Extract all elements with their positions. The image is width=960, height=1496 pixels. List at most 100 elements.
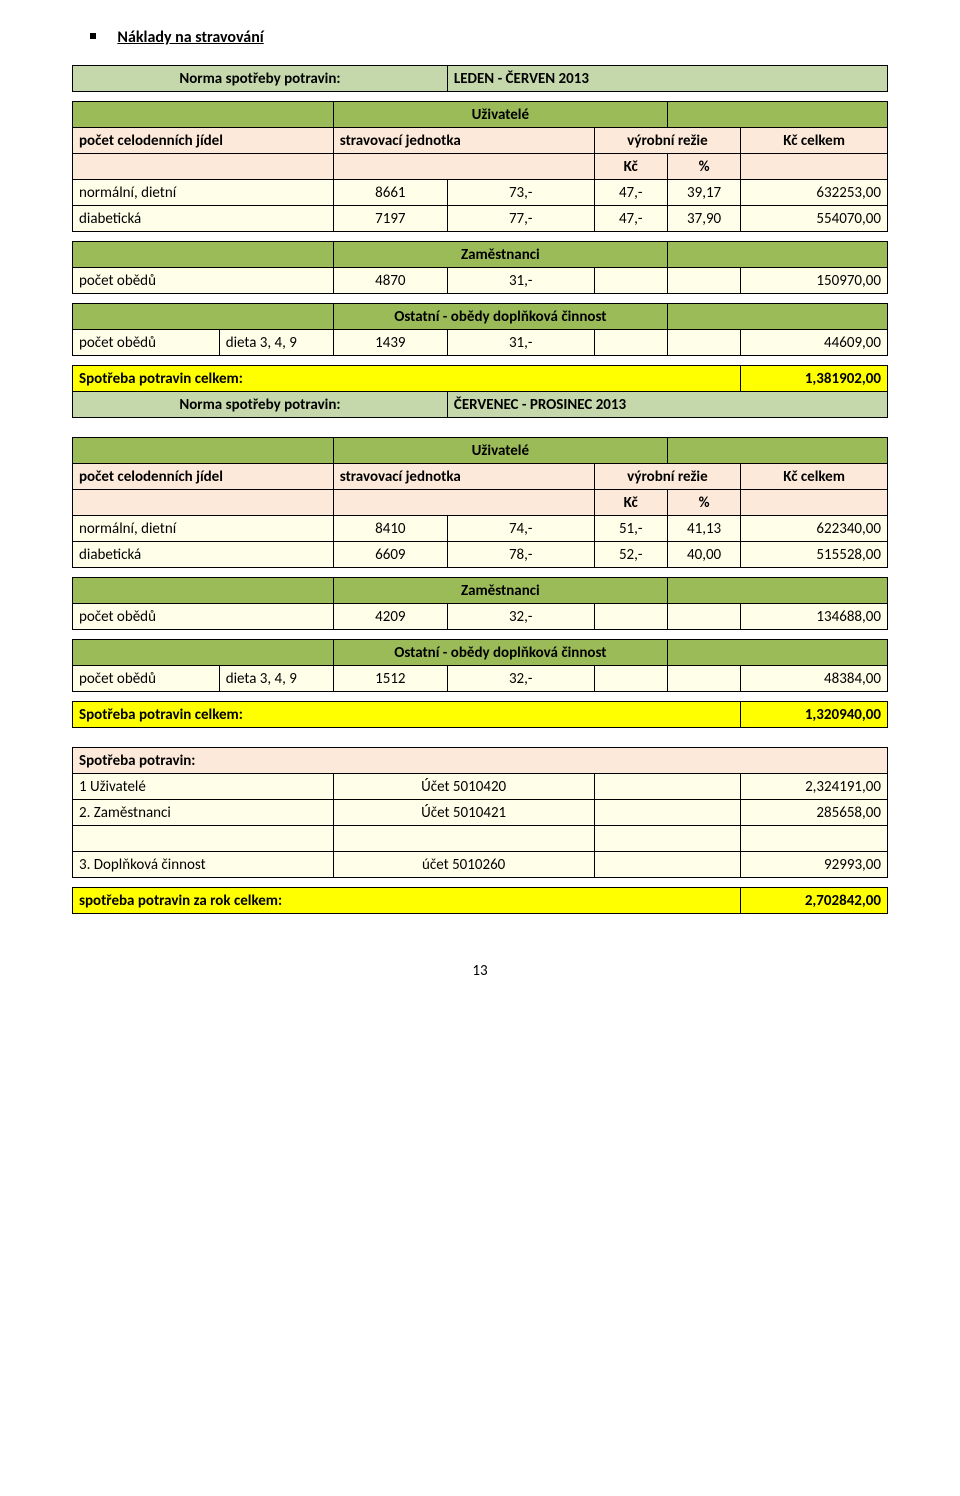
s2-zam-header: Zaměstnanci	[73, 578, 888, 604]
s2-ost-row: počet obědů dieta 3, 4, 9 1512 32,- 4838…	[73, 666, 888, 692]
main-table: Norma spotřeby potravin: LEDEN - ČERVEN …	[72, 65, 888, 914]
cell-pct: 40,00	[667, 542, 740, 568]
s2-col-kccelkem: Kč celkem	[741, 464, 888, 490]
s2-col-pct: %	[667, 490, 740, 516]
cell-label: počet obědů	[73, 330, 220, 356]
cell-label: počet obědů	[73, 268, 334, 294]
cell-pocet: 1512	[333, 666, 447, 692]
cell-pocet: 1439	[333, 330, 447, 356]
s2-uzivatele: Uživatelé	[333, 438, 667, 464]
s1-header-row1: počet celodenních jídel stravovací jedno…	[73, 128, 888, 154]
cell-celkem: 632253,00	[741, 180, 888, 206]
s1-period: LEDEN - ČERVEN 2013	[447, 66, 887, 92]
cell-kc: 47,-	[594, 180, 667, 206]
s1-uzivatele-row: Uživatelé	[73, 102, 888, 128]
s1-col-pocet: počet celodenních jídel	[73, 128, 334, 154]
s2-zam-row: počet obědů 4209 32,- 134688,00	[73, 604, 888, 630]
cell-acct: účet 5010260	[333, 852, 594, 878]
cell-pct: 41,13	[667, 516, 740, 542]
s1-spot-row: Spotřeba potravin celkem: 1,381902,00	[73, 366, 888, 392]
summary-total-row: spotřeba potravin za rok celkem: 2,70284…	[73, 888, 888, 914]
s2-uzivatele-row: Uživatelé	[73, 438, 888, 464]
s2-norma-row: Norma spotřeby potravin: ČERVENEC - PROS…	[73, 392, 888, 418]
s2-header-row1: počet celodenních jídel stravovací jedno…	[73, 464, 888, 490]
s2-col-pocet: počet celodenních jídel	[73, 464, 334, 490]
bullet-icon	[90, 33, 96, 39]
cell-pocet: 4209	[333, 604, 447, 630]
summary-label: Spotřeba potravin:	[73, 748, 888, 774]
s2-row-diab: diabetická 6609 78,- 52,- 40,00 515528,0…	[73, 542, 888, 568]
s2-zam: Zaměstnanci	[333, 578, 667, 604]
cell-label: 2. Zaměstnanci	[73, 800, 334, 826]
summary-row-1: 1 Uživatelé Účet 5010420 2,324191,00	[73, 774, 888, 800]
s2-spot-row: Spotřeba potravin celkem: 1,320940,00	[73, 702, 888, 728]
s1-header-row2: Kč %	[73, 154, 888, 180]
s2-ost: Ostatní - obědy doplňková činnost	[333, 640, 667, 666]
cell-pocet: 6609	[333, 542, 447, 568]
page-number: 13	[72, 962, 888, 980]
cell-label: normální, dietní	[73, 180, 334, 206]
s1-norma-label: Norma spotřeby potravin:	[73, 66, 448, 92]
cell-celkem: 554070,00	[741, 206, 888, 232]
cell-label: 1 Uživatelé	[73, 774, 334, 800]
s1-uzivatele: Uživatelé	[333, 102, 667, 128]
cell-strav: 78,-	[447, 542, 594, 568]
cell-strav: 31,-	[447, 268, 594, 294]
s2-ost-header: Ostatní - obědy doplňková činnost	[73, 640, 888, 666]
cell-label: diabetická	[73, 542, 334, 568]
s2-spot-label: Spotřeba potravin celkem:	[73, 702, 741, 728]
s1-zam-header: Zaměstnanci	[73, 242, 888, 268]
title-text: Náklady na stravování	[117, 28, 263, 47]
cell-pct: 37,90	[667, 206, 740, 232]
cell-dieta: dieta 3, 4, 9	[219, 330, 333, 356]
cell-pocet: 7197	[333, 206, 447, 232]
s1-norma-row: Norma spotřeby potravin: LEDEN - ČERVEN …	[73, 66, 888, 92]
s2-spot-val: 1,320940,00	[741, 702, 888, 728]
s1-col-kccelkem: Kč celkem	[741, 128, 888, 154]
s1-zam: Zaměstnanci	[333, 242, 667, 268]
cell-strav: 32,-	[447, 604, 594, 630]
cell-acct: Účet 5010420	[333, 774, 594, 800]
cell-label: počet obědů	[73, 666, 220, 692]
cell-strav: 77,-	[447, 206, 594, 232]
cell-celkem: 150970,00	[741, 268, 888, 294]
s1-col-kc: Kč	[594, 154, 667, 180]
cell-label: 3. Doplňková činnost	[73, 852, 334, 878]
summary-total-val: 2,702842,00	[741, 888, 888, 914]
cell-pocet: 8410	[333, 516, 447, 542]
s2-norma-label: Norma spotřeby potravin:	[73, 392, 448, 418]
s1-ost-header: Ostatní - obědy doplňková činnost	[73, 304, 888, 330]
s2-period: ČERVENEC - PROSINEC 2013	[447, 392, 887, 418]
s1-zam-row: počet obědů 4870 31,- 150970,00	[73, 268, 888, 294]
document-page: Náklady na stravování Norma spotřeby pot…	[0, 0, 960, 1020]
summary-header: Spotřeba potravin:	[73, 748, 888, 774]
cell-label: normální, dietní	[73, 516, 334, 542]
s2-row-normal: normální, dietní 8410 74,- 51,- 41,13 62…	[73, 516, 888, 542]
s2-col-vyrobni: výrobní režie	[594, 464, 741, 490]
summary-row-2: 2. Zaměstnanci Účet 5010421 285658,00	[73, 800, 888, 826]
cell-celkem: 515528,00	[741, 542, 888, 568]
s1-col-strav: stravovací jednotka	[333, 128, 594, 154]
cell-celkem: 48384,00	[741, 666, 888, 692]
summary-total-label: spotřeba potravin za rok celkem:	[73, 888, 741, 914]
s1-spot-val: 1,381902,00	[741, 366, 888, 392]
cell-strav: 31,-	[447, 330, 594, 356]
cell-value: 92993,00	[741, 852, 888, 878]
s1-col-pct: %	[667, 154, 740, 180]
cell-strav: 74,-	[447, 516, 594, 542]
summary-row-blank	[73, 826, 888, 852]
cell-acct: Účet 5010421	[333, 800, 594, 826]
cell-value: 285658,00	[741, 800, 888, 826]
cell-kc: 51,-	[594, 516, 667, 542]
s2-header-row2: Kč %	[73, 490, 888, 516]
cell-kc: 52,-	[594, 542, 667, 568]
page-title: Náklady na stravování	[90, 28, 888, 47]
cell-celkem: 44609,00	[741, 330, 888, 356]
s1-ost-row: počet obědů dieta 3, 4, 9 1439 31,- 4460…	[73, 330, 888, 356]
cell-pocet: 8661	[333, 180, 447, 206]
cell-celkem: 134688,00	[741, 604, 888, 630]
s1-row-diab: diabetická 7197 77,- 47,- 37,90 554070,0…	[73, 206, 888, 232]
summary-row-ext: 3. Doplňková činnost účet 5010260 92993,…	[73, 852, 888, 878]
s2-col-kc: Kč	[594, 490, 667, 516]
cell-strav: 73,-	[447, 180, 594, 206]
